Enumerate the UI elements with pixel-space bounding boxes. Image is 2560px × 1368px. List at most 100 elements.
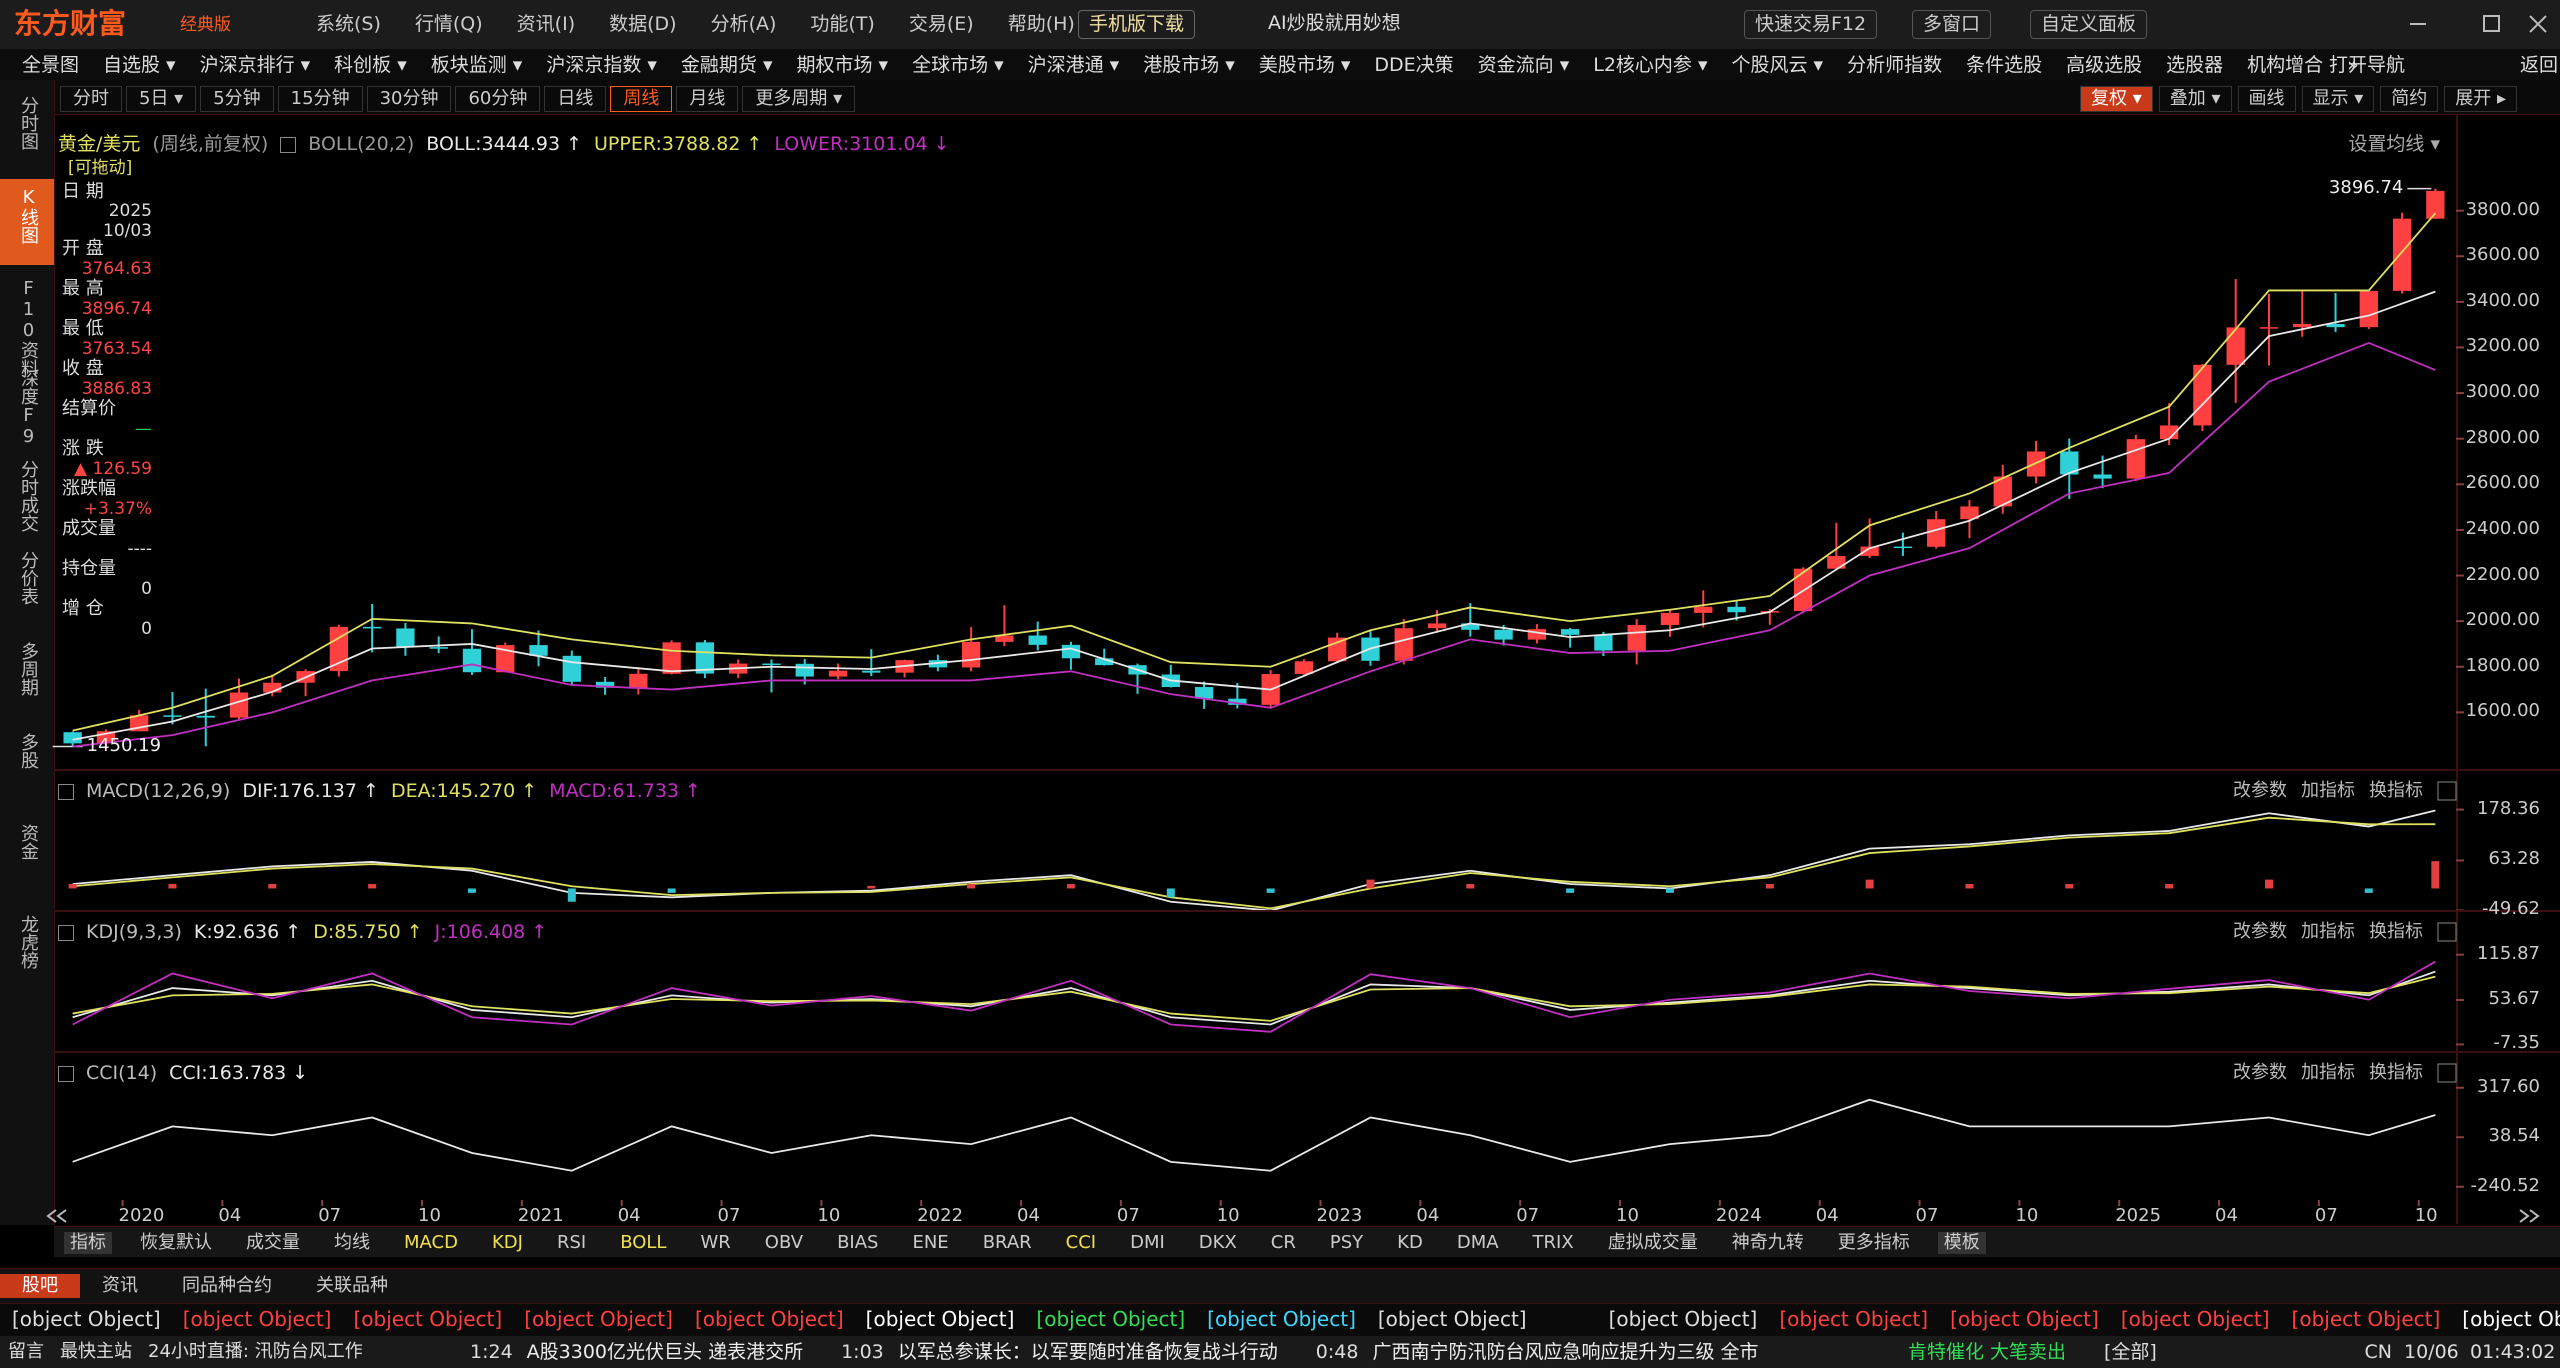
- help-icon[interactable]: [58, 924, 74, 941]
- panel-action[interactable]: 改参数: [2233, 1062, 2287, 1083]
- news-text[interactable]: 广西南宁防汛防台风应急响应提升为三级 全市: [1372, 1341, 1759, 1363]
- sidebar-tab[interactable]: 多周期: [18, 642, 39, 696]
- news-link[interactable]: 24小时直播: 汛防台风工作: [148, 1341, 363, 1362]
- period-tab[interactable]: 周线: [610, 86, 673, 112]
- news-time[interactable]: 1:24: [470, 1341, 513, 1363]
- nav-item[interactable]: 分析师指数: [1847, 54, 1943, 76]
- nav-item[interactable]: L2核心内参 ▾: [1593, 54, 1708, 76]
- mobile-download[interactable]: 手机版下载: [1078, 10, 1196, 39]
- menu-item[interactable]: 系统(S): [316, 13, 381, 35]
- menu-item[interactable]: 数据(D): [609, 13, 677, 35]
- multi-window[interactable]: 多窗口: [1912, 10, 1992, 39]
- help-icon[interactable]: [58, 1065, 74, 1082]
- sidebar-tab[interactable]: 分时成交: [18, 460, 39, 532]
- panel-action[interactable]: 加指标: [2301, 921, 2355, 942]
- news-link[interactable]: 留言: [8, 1341, 44, 1362]
- indicator-tab[interactable]: 指标: [64, 1232, 112, 1254]
- indicator-tab[interactable]: CCI: [1065, 1232, 1097, 1253]
- nav-item[interactable]: 金融期货 ▾: [680, 54, 773, 76]
- indicator-tab[interactable]: BIAS: [837, 1232, 879, 1253]
- nav-item[interactable]: 沪深港通 ▾: [1027, 54, 1120, 76]
- nav-item[interactable]: 机构增合: [2247, 54, 2324, 76]
- panel-action[interactable]: 改参数: [2233, 780, 2287, 801]
- panel-action[interactable]: 换指标: [2369, 921, 2423, 942]
- indicator-tab[interactable]: BOLL: [620, 1232, 667, 1253]
- nav-item[interactable]: 科创板 ▾: [334, 54, 407, 76]
- menu-item[interactable]: 帮助(H): [1007, 13, 1075, 35]
- nav-item[interactable]: 选股器: [2166, 54, 2224, 76]
- nav-item[interactable]: 板块监测 ▾: [430, 54, 523, 76]
- indicator-tab[interactable]: CR: [1270, 1232, 1296, 1253]
- panel-action[interactable]: 改参数: [2233, 921, 2287, 942]
- nav-item[interactable]: 高级选股: [2066, 54, 2143, 76]
- custom-panel[interactable]: 自定义面板: [2030, 10, 2148, 39]
- help-icon[interactable]: [58, 783, 74, 800]
- toolbar-button[interactable]: 复权 ▾: [2080, 86, 2153, 112]
- indicator-tab[interactable]: KDJ: [491, 1232, 523, 1253]
- toolbar-button[interactable]: 展开 ▸: [2444, 86, 2518, 112]
- nav-item[interactable]: »: [2347, 54, 2359, 76]
- nav-item[interactable]: 港股市场 ▾: [1143, 54, 1235, 76]
- menu-item[interactable]: 交易(E): [908, 13, 974, 35]
- panel-action[interactable]: 换指标: [2369, 1062, 2423, 1083]
- indicator-tab[interactable]: 模板: [1937, 1232, 1986, 1254]
- period-tab[interactable]: 60分钟: [455, 86, 541, 112]
- indicator-tab[interactable]: BRAR: [982, 1232, 1032, 1253]
- close-icon[interactable]: [2529, 15, 2547, 33]
- news-text[interactable]: 以军总参谋长：以军要随时准备恢复战斗行动: [897, 1341, 1278, 1363]
- news-time[interactable]: 0:48: [1315, 1341, 1359, 1363]
- nav-item[interactable]: 全球市场 ▾: [912, 54, 1004, 76]
- open-nav[interactable]: 打开导航: [2328, 54, 2405, 76]
- sidebar-tab[interactable]: 分价表: [18, 551, 39, 605]
- period-tab[interactable]: 5分钟: [200, 86, 274, 112]
- indicator-tab[interactable]: TRIX: [1532, 1232, 1574, 1253]
- indicator-tab[interactable]: WR: [700, 1232, 731, 1253]
- indicator-tab[interactable]: 更多指标: [1837, 1232, 1910, 1253]
- scroll-left[interactable]: [46, 1209, 67, 1223]
- indicator-tab[interactable]: DKX: [1198, 1232, 1237, 1253]
- indicator-tab[interactable]: MACD: [404, 1232, 458, 1253]
- toolbar-button[interactable]: 简约: [2380, 86, 2439, 112]
- nav-item[interactable]: 条件选股: [1966, 54, 2043, 76]
- news-time[interactable]: 1:03: [841, 1341, 884, 1363]
- period-tab[interactable]: 月线: [676, 86, 739, 112]
- menu-item[interactable]: 分析(A): [710, 13, 777, 35]
- bottom-tab[interactable]: 同品种合约: [182, 1275, 272, 1296]
- period-tab[interactable]: 日线: [544, 86, 607, 112]
- toolbar-button[interactable]: 显示 ▾: [2301, 86, 2375, 112]
- ma-setting[interactable]: 设置均线 ▾: [2348, 133, 2440, 155]
- sidebar-tab[interactable]: 龙虎榜: [18, 915, 39, 969]
- sidebar-tab[interactable]: F10资料: [18, 278, 39, 377]
- nav-item[interactable]: 资金流向 ▾: [1477, 54, 1570, 76]
- nav-item[interactable]: 期权市场 ▾: [796, 54, 889, 76]
- bottom-tab[interactable]: 关联品种: [316, 1275, 388, 1296]
- toolbar-button[interactable]: 画线: [2237, 86, 2296, 112]
- indicator-tab[interactable]: RSI: [556, 1232, 587, 1253]
- help-icon[interactable]: [280, 136, 297, 153]
- nav-item[interactable]: 个股风云 ▾: [1731, 54, 1824, 76]
- maximize-icon[interactable]: [2483, 15, 2500, 32]
- panel-action[interactable]: 加指标: [2301, 780, 2355, 801]
- bottom-tab[interactable]: 资讯: [102, 1275, 138, 1296]
- nav-item[interactable]: 沪深京排行 ▾: [199, 54, 311, 76]
- nav-item[interactable]: 美股市场 ▾: [1258, 54, 1351, 76]
- indicator-tab[interactable]: 恢复默认: [140, 1232, 212, 1253]
- quick-trade[interactable]: 快速交易F12: [1744, 10, 1878, 39]
- period-tab[interactable]: 15分钟: [277, 86, 363, 112]
- news-alert[interactable]: 肯特催化 大笔卖出: [1900, 1343, 2067, 1362]
- nav-item[interactable]: 全景图: [22, 54, 80, 76]
- toolbar-button[interactable]: 叠加 ▾: [2158, 86, 2232, 112]
- back[interactable]: 返回: [2520, 54, 2559, 76]
- indicator-tab[interactable]: DMA: [1456, 1232, 1499, 1253]
- indicator-tab[interactable]: 虚拟成交量: [1607, 1232, 1698, 1253]
- indicator-tab[interactable]: OBV: [764, 1232, 804, 1253]
- indicator-tab[interactable]: 均线: [334, 1232, 370, 1253]
- menu-item[interactable]: 功能(T): [810, 13, 875, 35]
- news-all[interactable]: [全部]: [2104, 1341, 2157, 1363]
- sidebar-tab[interactable]: 资金: [18, 824, 39, 860]
- sidebar-tab[interactable]: 分时图: [18, 96, 39, 150]
- nav-item[interactable]: DDE决策: [1374, 54, 1454, 76]
- period-tab[interactable]: 5日 ▾: [126, 86, 197, 112]
- indicator-tab[interactable]: PSY: [1329, 1232, 1364, 1253]
- sidebar-tab[interactable]: K线图: [0, 179, 54, 265]
